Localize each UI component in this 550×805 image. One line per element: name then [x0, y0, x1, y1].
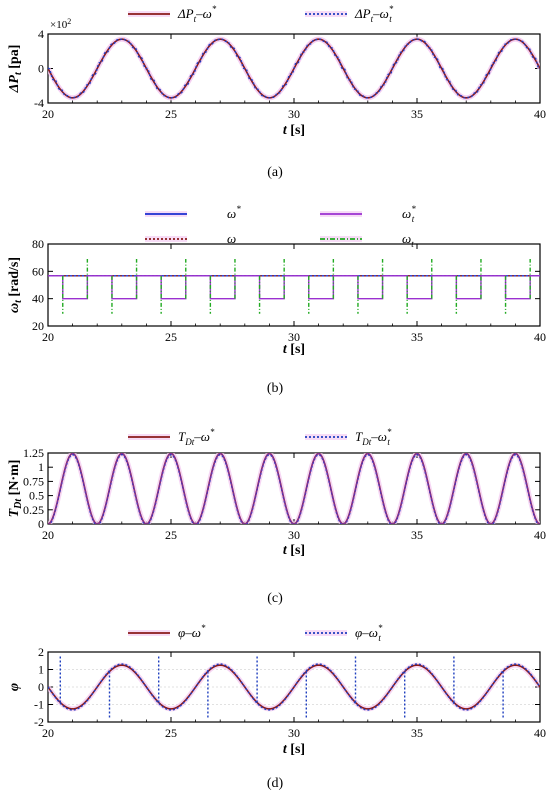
x-tick-label: 20 [42, 107, 54, 121]
legend-label: TDt–ω* t [355, 427, 392, 447]
plot-area [48, 655, 540, 719]
legend-label: ΔPt–ω* t [354, 4, 394, 24]
x-tick-label: 35 [411, 528, 423, 542]
series-line-2 [48, 453, 540, 524]
panel-b: 20 25 30 35 40 80 60 40 20 t [s] ωt [rad/s] (b) ω* ω*… [7, 204, 546, 396]
y-axis-label: ωt [rad/s] [7, 257, 24, 313]
x-tick-label: 40 [534, 330, 546, 344]
series-line-1 [48, 663, 540, 711]
legend-label: φ–ω* t [355, 623, 383, 643]
legend-label: φ–ω* [178, 623, 206, 640]
x-axis-label: t [s] [283, 342, 305, 357]
legend-label: ω [227, 231, 236, 246]
x-tick-label: 25 [165, 107, 177, 121]
plot-area [48, 259, 540, 314]
y-tick-label: 20 [32, 319, 44, 333]
legend-label: ω* [227, 204, 241, 221]
y-tick-label: 1 [38, 663, 44, 677]
y-tick-label: 2 [38, 645, 44, 659]
x-tick-label: 20 [42, 726, 54, 740]
y-axis-label: TDt [N·m] [7, 460, 24, 518]
series-line-1 [48, 38, 540, 99]
y-tick-label: -2 [34, 715, 44, 729]
x-tick-label: 25 [165, 528, 177, 542]
y-tick-label: 40 [32, 292, 44, 306]
x-tick-label: 20 [42, 330, 54, 344]
y-axis-label: φ [7, 683, 22, 691]
y-tick-label: 0.5 [29, 489, 44, 503]
x-tick-label: 35 [411, 330, 423, 344]
y-tick-label: 1 [38, 460, 44, 474]
x-tick-label: 40 [534, 107, 546, 121]
sci-multiplier: ×102 [50, 17, 71, 31]
x-tick-label: 25 [165, 726, 177, 740]
y-tick-label: 0 [38, 517, 44, 531]
legend-label: ΔPt–ω* [177, 4, 217, 24]
x-tick-label: 30 [288, 107, 300, 121]
x-tick-label: 30 [288, 330, 300, 344]
x-tick-label: 25 [165, 330, 177, 344]
y-tick-label: 80 [32, 237, 44, 251]
x-axis-label: t [s] [283, 123, 305, 138]
plot-frame [47, 452, 541, 525]
x-axis-label: t [s] [283, 742, 305, 757]
x-axis-label: t [s] [283, 543, 305, 558]
plot-frame [47, 243, 541, 327]
plot-area [48, 36, 540, 101]
legend-label: ωt [402, 231, 414, 249]
y-tick-label: 4 [38, 27, 44, 41]
y-tick-label: 0 [38, 680, 44, 694]
x-tick-label: 40 [534, 726, 546, 740]
panel-d: 20 25 30 35 40 2 1 0 -1 -2 t [s] φ (d) φ–ω* φ–ω* t [7, 623, 546, 791]
series-highlight [48, 453, 540, 524]
y-tick-label: 60 [32, 264, 44, 278]
x-tick-label: 35 [411, 726, 423, 740]
x-tick-label: 30 [288, 726, 300, 740]
y-tick-label: 0 [38, 62, 44, 76]
y-tick-label: -1 [34, 698, 44, 712]
panel-caption: (d) [267, 776, 284, 791]
x-tick-label: 35 [411, 107, 423, 121]
panel-caption: (b) [267, 381, 284, 396]
plot-area [48, 453, 540, 524]
omega-t-star-line [48, 275, 540, 300]
panel-caption: (a) [267, 165, 283, 180]
series-line-1 [48, 453, 540, 524]
y-tick-label: -4 [34, 96, 44, 110]
y-tick-label: 1.25 [23, 446, 44, 460]
x-tick-label: 20 [42, 528, 54, 542]
x-tick-label: 30 [288, 528, 300, 542]
panel-caption: (c) [267, 591, 283, 606]
legend-label: ω* t [402, 204, 416, 224]
y-tick-label: 0.75 [23, 474, 44, 488]
y-tick-label: 0.25 [23, 503, 44, 517]
series-line-0 [48, 453, 540, 524]
legend-label: TDt–ω* [178, 427, 215, 447]
x-tick-label: 40 [534, 528, 546, 542]
y-axis-label: ΔPt [pa] [7, 45, 24, 94]
